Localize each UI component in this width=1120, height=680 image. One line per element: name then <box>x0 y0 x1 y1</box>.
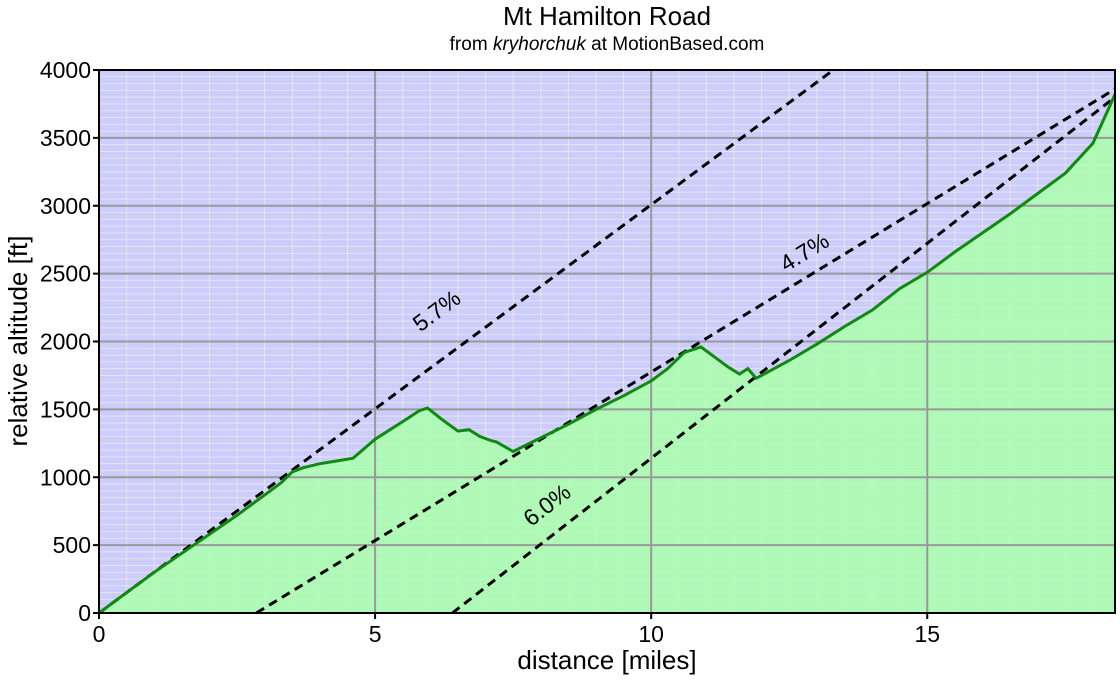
y-tick-label: 500 <box>53 532 91 558</box>
x-axis-ticks: 0 5 10 15 <box>93 613 940 647</box>
grade-line-2 <box>451 95 1115 613</box>
x-tick-label: 10 <box>638 621 664 647</box>
y-tick-label: 3500 <box>40 125 91 151</box>
chart-title: Mt Hamilton Road <box>503 1 711 31</box>
y-tick-label: 4000 <box>40 57 91 83</box>
subtitle-author: kryhorchuk <box>493 34 587 55</box>
profile-line <box>99 93 1115 613</box>
major-grid <box>99 70 1115 613</box>
grade-line-0 <box>99 70 835 613</box>
x-axis-label: distance [miles] <box>517 645 696 675</box>
chart-subtitle: from kryhorchuk at MotionBased.com <box>450 34 765 55</box>
y-axis-ticks: 0 500 1000 1500 2000 2500 3000 3500 4000 <box>40 57 99 626</box>
y-tick-label: 2500 <box>40 261 91 287</box>
y-tick-label: 0 <box>78 600 91 626</box>
subtitle-prefix: from <box>450 34 493 55</box>
x-tick-label: 15 <box>914 621 940 647</box>
y-tick-label: 3000 <box>40 193 91 219</box>
profile-area <box>99 94 1115 613</box>
x-tick-label: 5 <box>369 621 382 647</box>
y-tick-label: 1000 <box>40 464 91 490</box>
y-tick-label: 2000 <box>40 329 91 355</box>
x-tick-label: 0 <box>93 621 106 647</box>
y-axis-label: relative altitude [ft] <box>3 236 33 447</box>
subtitle-suffix: at MotionBased.com <box>586 34 764 55</box>
y-tick-label: 1500 <box>40 396 91 422</box>
